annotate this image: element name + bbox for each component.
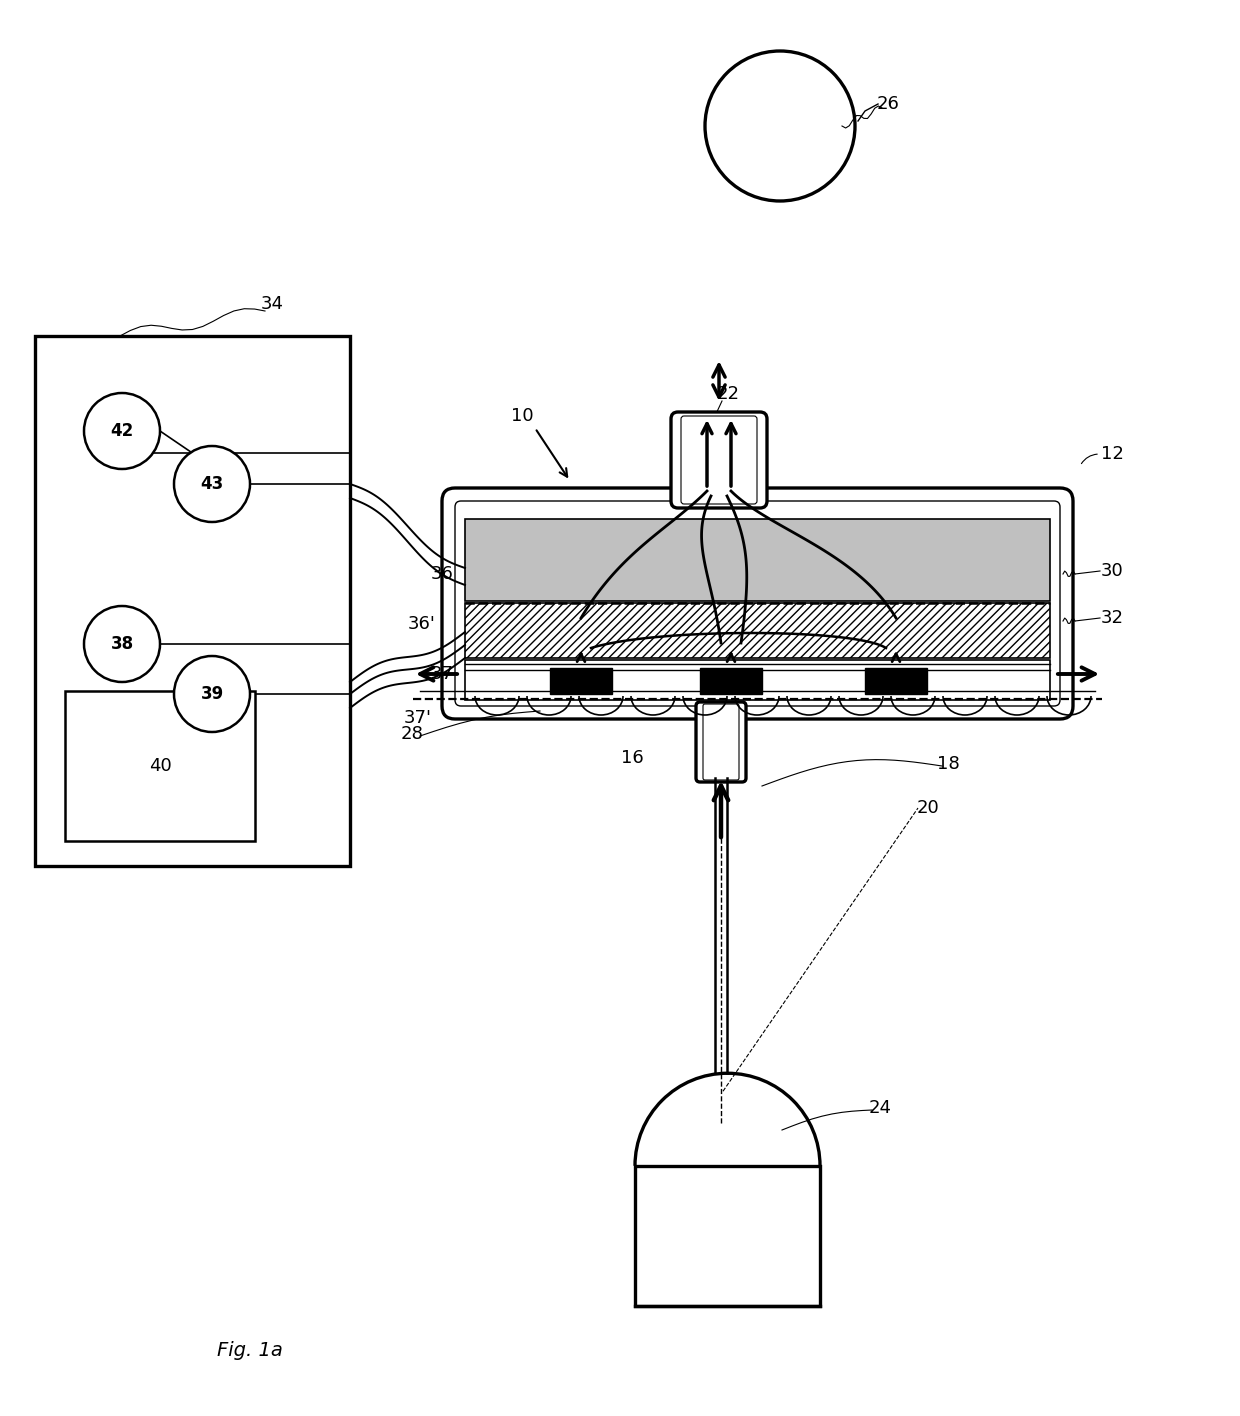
Text: 42: 42 xyxy=(110,422,134,440)
Text: 24: 24 xyxy=(868,1099,892,1117)
Text: 40: 40 xyxy=(149,758,171,775)
FancyBboxPatch shape xyxy=(455,501,1060,707)
Text: 30: 30 xyxy=(1101,562,1123,581)
Text: 43: 43 xyxy=(201,474,223,493)
Bar xyxy=(465,520,1050,600)
Bar xyxy=(465,660,1050,700)
Text: 28: 28 xyxy=(401,725,423,743)
Text: 18: 18 xyxy=(936,755,960,773)
Bar xyxy=(35,336,350,867)
Circle shape xyxy=(706,51,856,201)
Text: 39: 39 xyxy=(201,685,223,702)
Text: 16: 16 xyxy=(621,749,644,767)
Bar xyxy=(551,668,613,694)
Text: 32: 32 xyxy=(1101,609,1123,627)
Bar xyxy=(701,668,763,694)
Text: 26: 26 xyxy=(877,95,899,113)
Text: 34: 34 xyxy=(260,295,284,313)
FancyBboxPatch shape xyxy=(441,489,1073,719)
Circle shape xyxy=(174,446,250,523)
Circle shape xyxy=(84,394,160,469)
FancyBboxPatch shape xyxy=(681,416,756,504)
Text: 10: 10 xyxy=(511,406,533,425)
FancyBboxPatch shape xyxy=(671,412,768,508)
FancyBboxPatch shape xyxy=(703,704,739,780)
Circle shape xyxy=(84,606,160,683)
Text: 36': 36' xyxy=(408,615,436,633)
Bar xyxy=(64,691,255,841)
Circle shape xyxy=(174,656,250,732)
Text: 37': 37' xyxy=(404,709,432,726)
Bar xyxy=(866,668,928,694)
Text: 12: 12 xyxy=(1101,445,1123,463)
Text: 20: 20 xyxy=(916,799,940,817)
Bar xyxy=(465,603,1050,658)
Text: 22: 22 xyxy=(717,385,739,404)
Text: 36: 36 xyxy=(430,565,454,583)
Bar xyxy=(635,1165,820,1306)
FancyBboxPatch shape xyxy=(696,702,746,782)
Text: Fig. 1a: Fig. 1a xyxy=(217,1341,283,1361)
Text: 37: 37 xyxy=(430,666,454,683)
Text: 38: 38 xyxy=(110,634,134,653)
